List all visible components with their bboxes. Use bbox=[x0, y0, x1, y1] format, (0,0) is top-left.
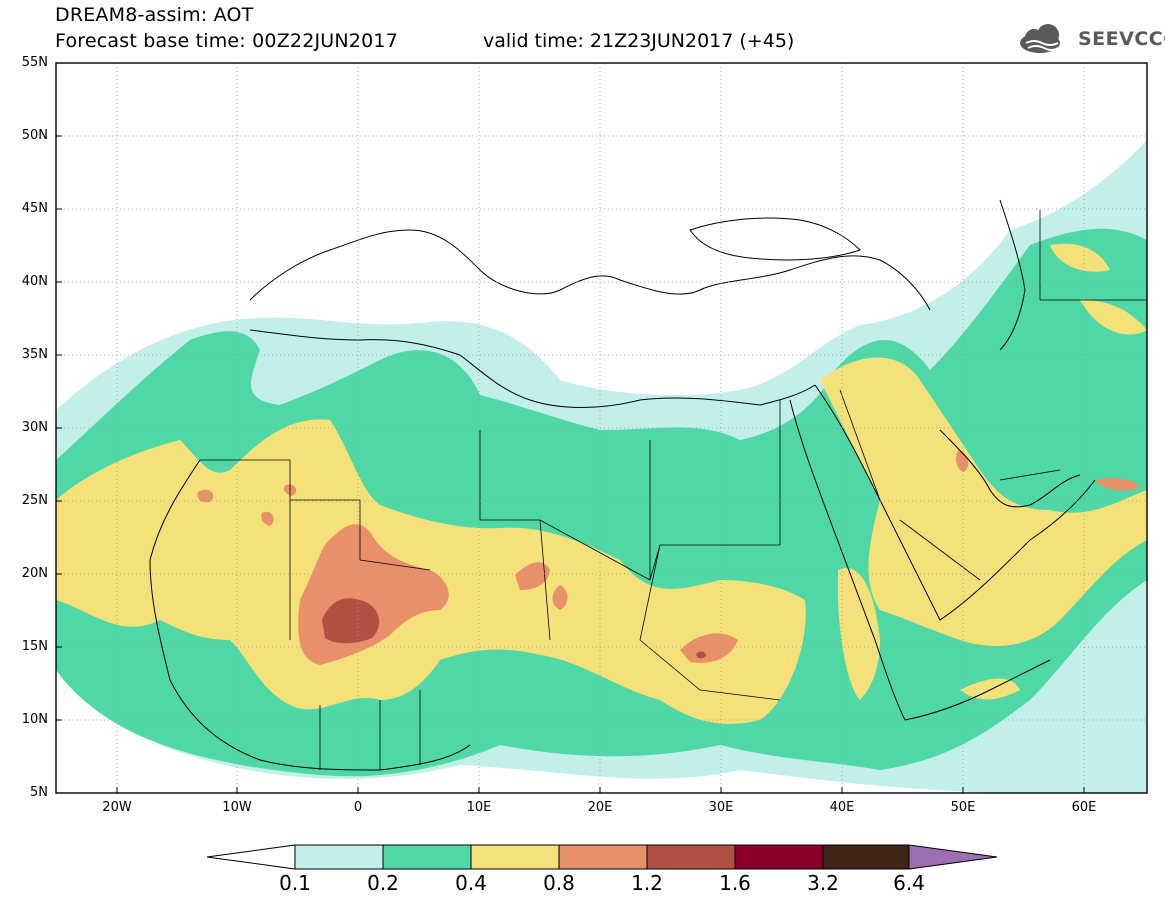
valid-time: valid time: 21Z23JUN2017 (+45) bbox=[483, 30, 795, 52]
colorbar-label: 1.2 bbox=[631, 871, 663, 895]
lon-label: 40E bbox=[829, 800, 855, 815]
lon-label: 10W bbox=[222, 800, 252, 815]
colorbar-label: 1.6 bbox=[719, 871, 751, 895]
lon-label: 50E bbox=[950, 800, 976, 815]
aot-band-1.2 bbox=[322, 598, 706, 659]
gridlines bbox=[56, 63, 1147, 793]
colorbar-label: 3.2 bbox=[807, 871, 839, 895]
lat-label: 25N bbox=[21, 493, 48, 508]
colorbar-overflow-arrow bbox=[908, 844, 998, 870]
colorbar-swatch-3 bbox=[558, 844, 648, 870]
black-sea-coast bbox=[689, 217, 861, 261]
colorbar-swatch-6 bbox=[822, 844, 910, 870]
colorbar bbox=[206, 844, 998, 870]
lat-label: 10N bbox=[21, 712, 48, 727]
interior-borders bbox=[200, 210, 1147, 770]
lat-label: 5N bbox=[30, 785, 48, 800]
north-africa-coast bbox=[249, 329, 816, 408]
aot-band-0.8 bbox=[197, 450, 1140, 665]
colorbar-swatch-1 bbox=[382, 844, 472, 870]
lat-label: 45N bbox=[21, 201, 48, 216]
lon-label: 30E bbox=[708, 800, 734, 815]
colorbar-underflow-arrow bbox=[206, 844, 296, 870]
lat-label: 50N bbox=[21, 128, 48, 143]
lon-label: 10E bbox=[466, 800, 492, 815]
lat-label: 30N bbox=[21, 420, 48, 435]
persian-gulf-coast bbox=[939, 429, 1081, 508]
lat-label: 55N bbox=[21, 55, 48, 70]
coastlines bbox=[149, 199, 1147, 771]
lat-label: 20N bbox=[21, 566, 48, 581]
colorbar-swatch-0 bbox=[294, 844, 384, 870]
lon-label: 60E bbox=[1071, 800, 1097, 815]
axis-ticks bbox=[56, 62, 1085, 793]
lon-label: 0 bbox=[353, 800, 363, 815]
horn-of-africa-coast bbox=[904, 659, 1051, 721]
colorbar-label: 0.1 bbox=[279, 871, 311, 895]
colorbar-swatch-4 bbox=[646, 844, 736, 870]
lon-label: 20W bbox=[102, 800, 132, 815]
seevccc-cloud-logo-icon bbox=[1020, 24, 1060, 53]
caspian-coast bbox=[999, 199, 1026, 351]
lat-label: 15N bbox=[21, 639, 48, 654]
colorbar-label: 0.4 bbox=[455, 871, 487, 895]
forecast-base-time: Forecast base time: 00Z22JUN2017 bbox=[55, 30, 398, 52]
arabia-coast bbox=[814, 384, 1096, 621]
colorbar-swatch-2 bbox=[470, 844, 560, 870]
colorbar-label: 0.2 bbox=[367, 871, 399, 895]
product-title: DREAM8-assim: AOT bbox=[55, 4, 254, 26]
colorbar-label: 6.4 bbox=[893, 871, 925, 895]
colorbar-label: 0.8 bbox=[543, 871, 575, 895]
europe-coast bbox=[249, 229, 931, 311]
colorbar-swatch-5 bbox=[734, 844, 824, 870]
lat-label: 35N bbox=[21, 347, 48, 362]
red-sea-coast-west bbox=[789, 399, 906, 721]
logo-text: SEEVCCC bbox=[1078, 28, 1165, 50]
lon-label: 20E bbox=[587, 800, 613, 815]
lat-label: 40N bbox=[21, 274, 48, 289]
